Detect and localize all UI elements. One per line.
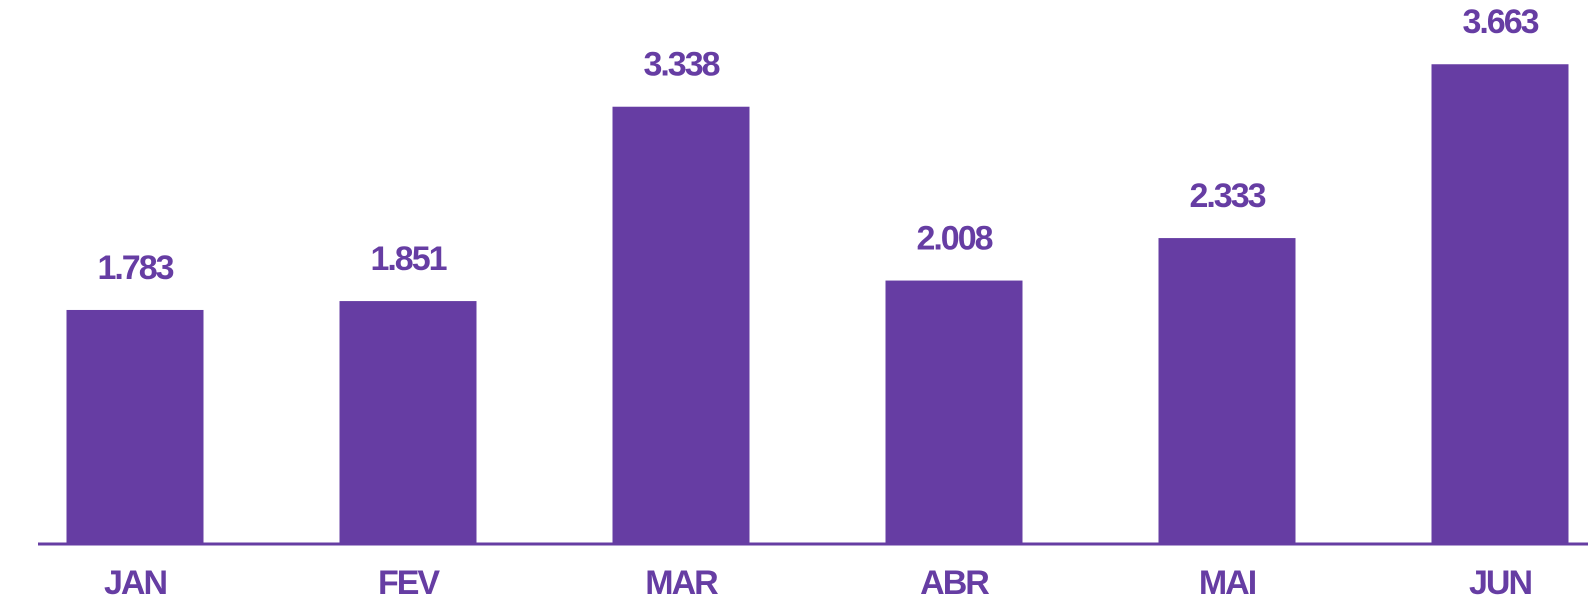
bar [339, 301, 477, 543]
x-tick-label: JUN [1469, 564, 1531, 602]
value-label: 2.333 [1189, 177, 1265, 215]
x-tick-label: MAR [645, 564, 718, 602]
bar [612, 106, 750, 544]
x-tick-label: MAI [1199, 564, 1256, 602]
value-label: 2.008 [916, 220, 992, 258]
value-label: 1.783 [97, 249, 173, 287]
x-tick-label: JAN [104, 564, 166, 602]
bar [1158, 238, 1296, 543]
value-label: 1.851 [370, 240, 446, 278]
bar [885, 280, 1023, 543]
value-label: 3.338 [643, 46, 719, 84]
x-tick-label: FEV [378, 564, 440, 602]
value-label: 3.663 [1462, 3, 1538, 41]
bar [1431, 64, 1569, 543]
x-tick-label: ABR [920, 564, 989, 602]
bar [66, 309, 204, 543]
